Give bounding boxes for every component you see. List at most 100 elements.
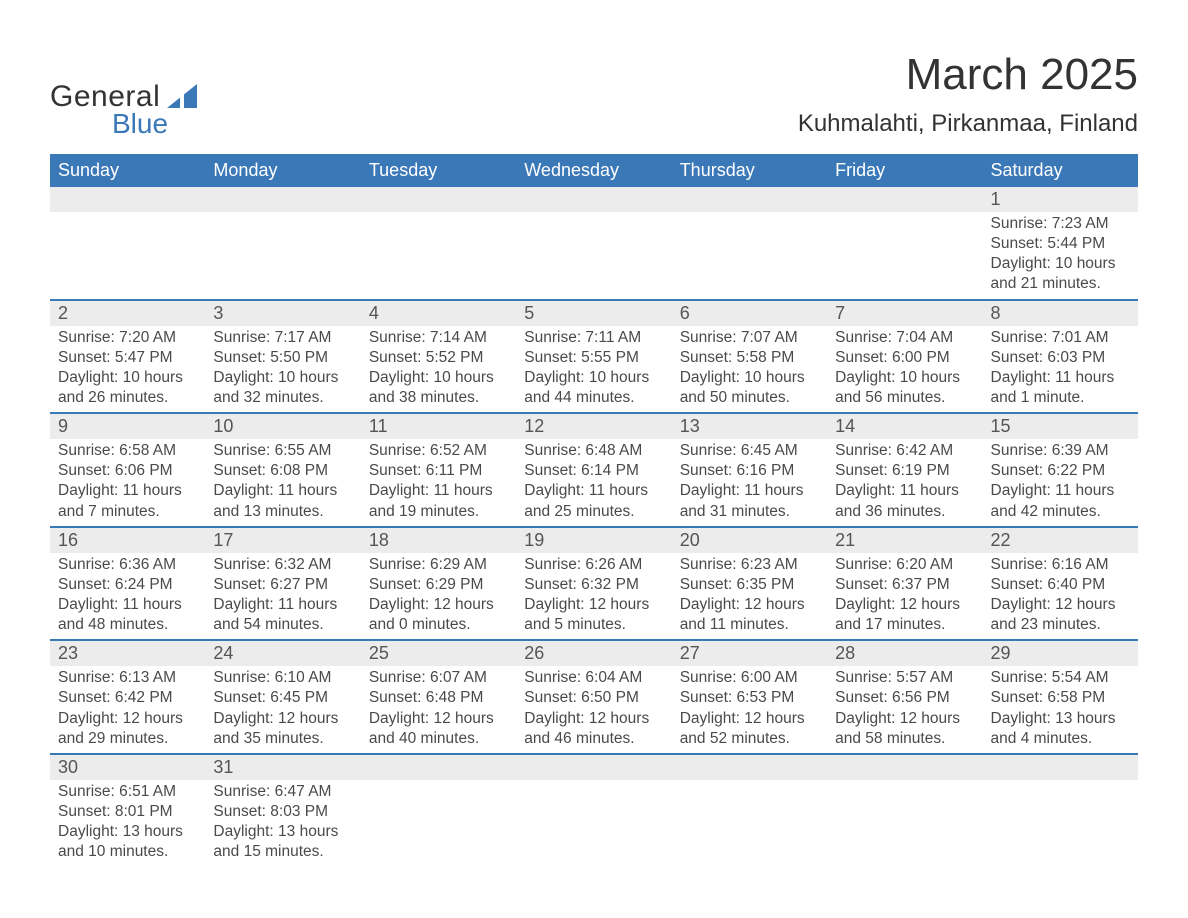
day-number-cell: 10 xyxy=(205,413,360,439)
sunrise-text: Sunrise: 6:52 AM xyxy=(369,441,508,461)
day-detail-cell: Sunrise: 6:23 AMSunset: 6:35 PMDaylight:… xyxy=(672,553,827,641)
day-detail-cell: Sunrise: 6:51 AMSunset: 8:01 PMDaylight:… xyxy=(50,780,205,867)
day-number-cell: 15 xyxy=(983,413,1138,439)
weekday-header: Friday xyxy=(827,154,982,187)
daylight1-text: Daylight: 11 hours xyxy=(835,481,974,501)
day-detail-cell: Sunrise: 6:07 AMSunset: 6:48 PMDaylight:… xyxy=(361,666,516,754)
daylight2-text: and 25 minutes. xyxy=(524,502,663,522)
daylight2-text: and 31 minutes. xyxy=(680,502,819,522)
daylight1-text: Daylight: 11 hours xyxy=(213,481,352,501)
sunset-text: Sunset: 6:24 PM xyxy=(58,575,197,595)
day-number-cell: 30 xyxy=(50,754,205,780)
sunset-text: Sunset: 6:06 PM xyxy=(58,461,197,481)
day-detail-cell: Sunrise: 6:52 AMSunset: 6:11 PMDaylight:… xyxy=(361,439,516,527)
day-detail-cell xyxy=(516,780,671,867)
day-detail-cell xyxy=(361,212,516,300)
daylight1-text: Daylight: 11 hours xyxy=(58,595,197,615)
day-detail-cell: Sunrise: 6:42 AMSunset: 6:19 PMDaylight:… xyxy=(827,439,982,527)
sunset-text: Sunset: 5:47 PM xyxy=(58,348,197,368)
daylight1-text: Daylight: 10 hours xyxy=(835,368,974,388)
sunrise-text: Sunrise: 6:07 AM xyxy=(369,668,508,688)
sunset-text: Sunset: 6:03 PM xyxy=(991,348,1130,368)
day-number-cell xyxy=(672,187,827,212)
day-number-cell: 31 xyxy=(205,754,360,780)
sunset-text: Sunset: 8:01 PM xyxy=(58,802,197,822)
sunrise-text: Sunrise: 7:01 AM xyxy=(991,328,1130,348)
sunset-text: Sunset: 5:58 PM xyxy=(680,348,819,368)
day-detail-cell: Sunrise: 7:14 AMSunset: 5:52 PMDaylight:… xyxy=(361,326,516,414)
day-number-row: 23242526272829 xyxy=(50,640,1138,666)
daylight2-text: and 11 minutes. xyxy=(680,615,819,635)
daylight2-text: and 26 minutes. xyxy=(58,388,197,408)
sunset-text: Sunset: 6:29 PM xyxy=(369,575,508,595)
daylight1-text: Daylight: 12 hours xyxy=(991,595,1130,615)
daylight2-text: and 52 minutes. xyxy=(680,729,819,749)
day-number-cell: 1 xyxy=(983,187,1138,212)
daylight2-text: and 17 minutes. xyxy=(835,615,974,635)
daylight2-text: and 36 minutes. xyxy=(835,502,974,522)
weekday-header: Saturday xyxy=(983,154,1138,187)
day-number-cell xyxy=(516,187,671,212)
sunset-text: Sunset: 6:22 PM xyxy=(991,461,1130,481)
day-detail-cell xyxy=(361,780,516,867)
daylight2-text: and 46 minutes. xyxy=(524,729,663,749)
daylight2-text: and 13 minutes. xyxy=(213,502,352,522)
daylight1-text: Daylight: 12 hours xyxy=(369,709,508,729)
day-detail-cell xyxy=(50,212,205,300)
day-number-cell: 2 xyxy=(50,300,205,326)
day-detail-cell: Sunrise: 5:54 AMSunset: 6:58 PMDaylight:… xyxy=(983,666,1138,754)
daylight2-text: and 4 minutes. xyxy=(991,729,1130,749)
day-detail-row: Sunrise: 7:20 AMSunset: 5:47 PMDaylight:… xyxy=(50,326,1138,414)
day-number-cell: 17 xyxy=(205,527,360,553)
daylight1-text: Daylight: 13 hours xyxy=(213,822,352,842)
daylight1-text: Daylight: 10 hours xyxy=(58,368,197,388)
day-number-cell: 27 xyxy=(672,640,827,666)
daylight1-text: Daylight: 12 hours xyxy=(369,595,508,615)
sunrise-text: Sunrise: 6:42 AM xyxy=(835,441,974,461)
sunrise-text: Sunrise: 7:07 AM xyxy=(680,328,819,348)
day-detail-cell: Sunrise: 7:07 AMSunset: 5:58 PMDaylight:… xyxy=(672,326,827,414)
sunrise-text: Sunrise: 6:55 AM xyxy=(213,441,352,461)
day-detail-cell: Sunrise: 6:29 AMSunset: 6:29 PMDaylight:… xyxy=(361,553,516,641)
day-detail-row: Sunrise: 6:36 AMSunset: 6:24 PMDaylight:… xyxy=(50,553,1138,641)
day-number-cell: 19 xyxy=(516,527,671,553)
sunset-text: Sunset: 6:53 PM xyxy=(680,688,819,708)
sunrise-text: Sunrise: 6:13 AM xyxy=(58,668,197,688)
day-detail-cell: Sunrise: 6:48 AMSunset: 6:14 PMDaylight:… xyxy=(516,439,671,527)
daylight1-text: Daylight: 11 hours xyxy=(58,481,197,501)
sunset-text: Sunset: 6:11 PM xyxy=(369,461,508,481)
day-detail-cell: Sunrise: 7:01 AMSunset: 6:03 PMDaylight:… xyxy=(983,326,1138,414)
daylight1-text: Daylight: 10 hours xyxy=(680,368,819,388)
day-number-row: 2345678 xyxy=(50,300,1138,326)
day-detail-cell: Sunrise: 6:39 AMSunset: 6:22 PMDaylight:… xyxy=(983,439,1138,527)
sunrise-text: Sunrise: 6:04 AM xyxy=(524,668,663,688)
daylight2-text: and 42 minutes. xyxy=(991,502,1130,522)
daylight1-text: Daylight: 11 hours xyxy=(991,481,1130,501)
daylight2-text: and 10 minutes. xyxy=(58,842,197,862)
day-detail-cell xyxy=(516,212,671,300)
daylight2-text: and 54 minutes. xyxy=(213,615,352,635)
sunrise-text: Sunrise: 6:58 AM xyxy=(58,441,197,461)
day-detail-cell: Sunrise: 6:45 AMSunset: 6:16 PMDaylight:… xyxy=(672,439,827,527)
daylight1-text: Daylight: 10 hours xyxy=(213,368,352,388)
sunrise-text: Sunrise: 7:17 AM xyxy=(213,328,352,348)
day-number-cell: 24 xyxy=(205,640,360,666)
day-detail-cell: Sunrise: 7:17 AMSunset: 5:50 PMDaylight:… xyxy=(205,326,360,414)
day-detail-cell: Sunrise: 6:16 AMSunset: 6:40 PMDaylight:… xyxy=(983,553,1138,641)
day-number-row: 1 xyxy=(50,187,1138,212)
daylight1-text: Daylight: 13 hours xyxy=(58,822,197,842)
daylight1-text: Daylight: 12 hours xyxy=(213,709,352,729)
day-detail-cell: Sunrise: 7:23 AMSunset: 5:44 PMDaylight:… xyxy=(983,212,1138,300)
sunrise-text: Sunrise: 6:47 AM xyxy=(213,782,352,802)
daylight1-text: Daylight: 12 hours xyxy=(524,709,663,729)
sunrise-text: Sunrise: 7:14 AM xyxy=(369,328,508,348)
sunrise-text: Sunrise: 6:16 AM xyxy=(991,555,1130,575)
sunset-text: Sunset: 6:40 PM xyxy=(991,575,1130,595)
day-detail-cell: Sunrise: 6:58 AMSunset: 6:06 PMDaylight:… xyxy=(50,439,205,527)
daylight1-text: Daylight: 12 hours xyxy=(58,709,197,729)
daylight1-text: Daylight: 12 hours xyxy=(835,709,974,729)
sunrise-text: Sunrise: 6:26 AM xyxy=(524,555,663,575)
daylight1-text: Daylight: 10 hours xyxy=(369,368,508,388)
weekday-header: Thursday xyxy=(672,154,827,187)
sunrise-text: Sunrise: 6:00 AM xyxy=(680,668,819,688)
